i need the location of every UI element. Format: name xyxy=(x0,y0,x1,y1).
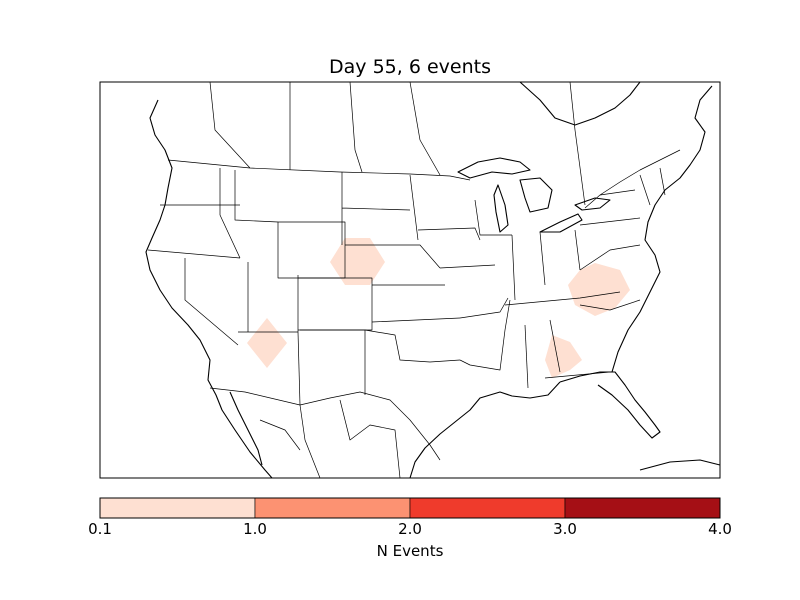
ga-fl xyxy=(544,371,611,379)
az-nm xyxy=(297,331,301,406)
map-frame xyxy=(99,81,721,479)
colorbar xyxy=(99,497,721,519)
wi-il xyxy=(474,199,512,236)
us-canada-border xyxy=(167,159,471,181)
mo-ar xyxy=(459,297,509,319)
new-england xyxy=(639,167,666,206)
tn-ky xyxy=(504,291,621,306)
al-ga xyxy=(549,319,561,373)
ar-la-ms xyxy=(459,299,511,371)
colorbar-tick-label: 3.0 xyxy=(553,520,577,538)
bc-ab xyxy=(209,81,251,169)
ks-ok xyxy=(371,317,461,323)
colorbar-tick-label: 4.0 xyxy=(708,520,732,538)
atlantic-coast xyxy=(611,85,713,373)
map-title: Day 55, 6 events xyxy=(329,56,491,78)
pacific-coast xyxy=(145,99,273,479)
north-coast xyxy=(519,81,641,126)
event-region-colorado xyxy=(330,238,385,285)
colorbar-label: N Events xyxy=(376,542,444,560)
coastlines xyxy=(145,81,721,479)
colorbar-bin-0 xyxy=(99,497,256,519)
state-borders xyxy=(147,81,681,479)
event-regions xyxy=(247,238,630,378)
event-region-alabama xyxy=(545,335,582,378)
ca-nv xyxy=(184,258,239,346)
lake-erie xyxy=(539,213,583,233)
ne-ks xyxy=(345,244,445,286)
us-mexico-border xyxy=(209,387,441,461)
lake-ontario xyxy=(574,197,611,211)
mexico-states xyxy=(259,399,401,479)
on-qc xyxy=(569,81,586,206)
ok-tx xyxy=(364,329,461,363)
mb-on xyxy=(409,81,441,176)
colorbar-bin-3 xyxy=(564,497,721,519)
florida-coast xyxy=(559,371,661,439)
event-region-virginia xyxy=(568,263,630,316)
event-region-arizona xyxy=(247,318,287,368)
lake-superior xyxy=(457,157,531,179)
sk-mb xyxy=(349,81,363,173)
mn-ia xyxy=(417,227,481,241)
colorbar-tick-label: 1.0 xyxy=(243,520,267,538)
va-wv xyxy=(579,244,641,271)
id-west xyxy=(219,168,241,259)
colorbar-tick-label: 2.0 xyxy=(398,520,422,538)
colorbar-bin-1 xyxy=(254,497,411,519)
dakotas xyxy=(341,172,419,245)
us-canada-border-east xyxy=(584,149,681,209)
ms-al xyxy=(524,324,529,389)
il-in-oh xyxy=(511,229,581,301)
pa-ny xyxy=(579,189,641,226)
mt-wy xyxy=(234,170,279,223)
cuba-coast xyxy=(639,459,721,471)
lake-michigan xyxy=(493,184,509,233)
ia-mo xyxy=(439,264,496,269)
or-ca-nv xyxy=(147,249,241,259)
colorbar-tick-label: 0.1 xyxy=(88,520,112,538)
gulf-coast xyxy=(409,381,561,479)
lake-huron xyxy=(519,177,553,213)
nc-sc xyxy=(579,299,641,311)
colorbar-bin-2 xyxy=(409,497,566,519)
baja-coast xyxy=(229,391,263,466)
colorbar-frame xyxy=(99,497,721,519)
